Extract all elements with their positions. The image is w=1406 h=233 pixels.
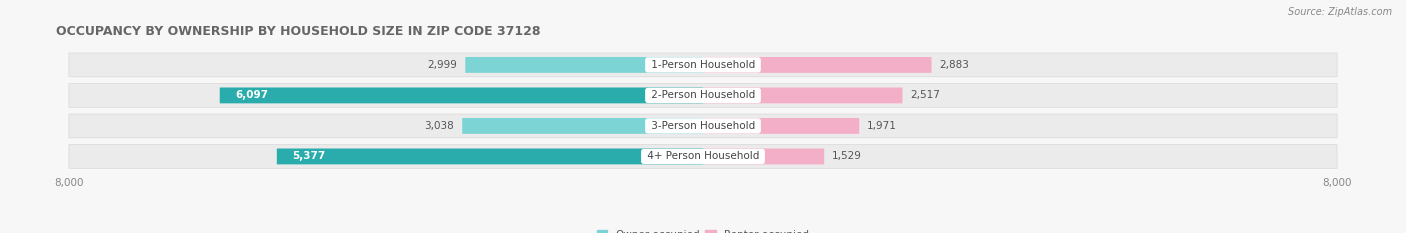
FancyBboxPatch shape <box>219 87 703 103</box>
Text: 1,971: 1,971 <box>868 121 897 131</box>
FancyBboxPatch shape <box>465 57 703 73</box>
Text: 6,097: 6,097 <box>236 90 269 100</box>
Text: 2,999: 2,999 <box>427 60 457 70</box>
FancyBboxPatch shape <box>277 148 703 164</box>
FancyBboxPatch shape <box>703 57 932 73</box>
FancyBboxPatch shape <box>69 83 1337 107</box>
Text: 1-Person Household: 1-Person Household <box>648 60 758 70</box>
Legend: Owner-occupied, Renter-occupied: Owner-occupied, Renter-occupied <box>596 230 810 233</box>
FancyBboxPatch shape <box>703 118 859 134</box>
Text: OCCUPANCY BY OWNERSHIP BY HOUSEHOLD SIZE IN ZIP CODE 37128: OCCUPANCY BY OWNERSHIP BY HOUSEHOLD SIZE… <box>56 25 541 38</box>
FancyBboxPatch shape <box>69 114 1337 138</box>
Text: 1,529: 1,529 <box>832 151 862 161</box>
FancyBboxPatch shape <box>69 144 1337 168</box>
FancyBboxPatch shape <box>463 118 703 134</box>
Text: 2,517: 2,517 <box>911 90 941 100</box>
FancyBboxPatch shape <box>703 148 824 164</box>
FancyBboxPatch shape <box>69 53 1337 77</box>
Text: 3,038: 3,038 <box>425 121 454 131</box>
Text: Source: ZipAtlas.com: Source: ZipAtlas.com <box>1288 7 1392 17</box>
Text: 4+ Person Household: 4+ Person Household <box>644 151 762 161</box>
Text: 3-Person Household: 3-Person Household <box>648 121 758 131</box>
FancyBboxPatch shape <box>703 87 903 103</box>
Text: 5,377: 5,377 <box>292 151 326 161</box>
Text: 2,883: 2,883 <box>939 60 969 70</box>
Text: 2-Person Household: 2-Person Household <box>648 90 758 100</box>
